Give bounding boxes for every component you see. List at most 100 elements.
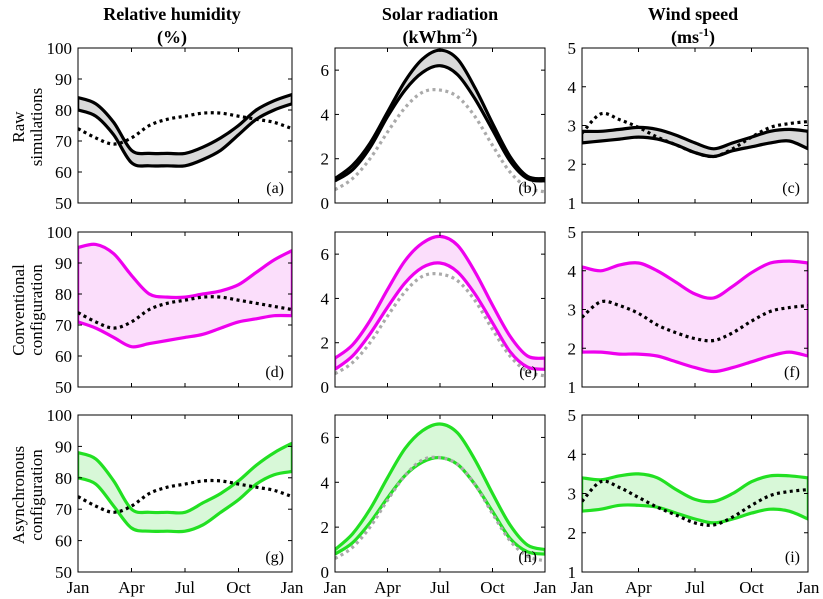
x-tick-label: Jan	[67, 578, 90, 597]
row-label-line1: Asynchronous	[9, 446, 28, 544]
y-tick-label: 90	[55, 437, 72, 456]
panel-label: (g)	[265, 549, 284, 566]
band-lower-line	[582, 135, 808, 159]
band-fill	[582, 473, 808, 523]
y-tick-label: 50	[55, 378, 72, 397]
column-title-1: Relative humidity (%)	[103, 4, 241, 48]
column-title-unit: (kWhm-2)	[402, 25, 477, 48]
y-tick-label: 100	[47, 223, 73, 242]
x-tick-label: Jul	[175, 578, 195, 597]
row-label-line2: configuration	[27, 264, 46, 356]
panel-a: 50 60 70 80 90 100 (a)	[47, 39, 293, 213]
y-tick-label: 50	[55, 194, 72, 213]
panel-label: (a)	[266, 180, 284, 197]
band-lower-line	[78, 313, 292, 349]
x-tick-label: Jan	[534, 578, 557, 597]
y-tick-label: 0	[321, 194, 330, 213]
y-tick-label: 4	[321, 105, 330, 124]
panel-i: 1 2 3 4 5 Jan Apr Jul Oct Jan (i)	[568, 406, 820, 597]
band-upper-line	[335, 234, 545, 360]
panel-c: 1 2 3 4 5 (c)	[568, 39, 809, 213]
panel-label: (h)	[518, 549, 537, 566]
y-tick-label: 2	[568, 155, 577, 174]
row-label-2: Conventional configuration	[9, 264, 46, 356]
x-tick-label: Apr	[118, 578, 145, 597]
band-lower-line	[335, 261, 545, 371]
series-observed	[78, 295, 292, 330]
x-tick-label: Jan	[797, 578, 820, 597]
y-tick-label: 1	[568, 194, 577, 213]
x-tick-label: Oct	[739, 578, 764, 597]
y-tick-label: 60	[55, 163, 72, 182]
series-observed	[335, 455, 545, 563]
panel-g: 50 60 70 80 90 100 Jan Apr Jul Oct Jan (g)	[47, 406, 304, 597]
y-tick-label: 80	[55, 285, 72, 304]
y-tick-label: 50	[55, 563, 72, 582]
band-lower-line	[335, 64, 545, 183]
band-fill	[335, 423, 545, 555]
y-tick-label: 3	[568, 117, 577, 136]
y-tick-label: 4	[568, 262, 577, 281]
band-lower-line	[78, 469, 292, 534]
panel-b: 0 2 4 6 (b)	[321, 47, 546, 213]
band-fill	[78, 443, 292, 532]
column-title-line1: Relative humidity	[103, 4, 241, 24]
band-upper-line	[78, 92, 292, 156]
y-tick-label: 0	[321, 563, 330, 582]
row-label-1: Raw simulations	[9, 88, 46, 166]
y-tick-label: 4	[568, 78, 577, 97]
panel-label: (d)	[265, 364, 284, 381]
y-tick-label: 3	[568, 485, 577, 504]
y-tick-label: 60	[55, 347, 72, 366]
y-tick-label: 2	[321, 518, 330, 537]
y-tick-label: 3	[568, 301, 577, 320]
band-upper-line	[582, 259, 808, 300]
y-tick-label: 5	[568, 406, 577, 425]
y-tick-label: 6	[321, 245, 330, 264]
row-label-line1: Raw	[9, 111, 28, 143]
x-tick-label: Oct	[226, 578, 251, 597]
y-tick-label: 2	[568, 339, 577, 358]
band-upper-line	[78, 441, 292, 515]
y-tick-label: 4	[321, 289, 330, 308]
row-label-line2: configuration	[27, 449, 46, 541]
panel-label: (b)	[518, 180, 537, 197]
column-title-line1: Solar radiation	[382, 4, 498, 24]
band-upper-line	[78, 242, 292, 300]
row-label-line1: Conventional	[9, 264, 28, 356]
series-observed	[78, 478, 292, 514]
panel-label: (f)	[784, 364, 800, 381]
y-tick-label: 6	[321, 428, 330, 447]
x-tick-label: Apr	[625, 578, 652, 597]
panel-e: 0 2 4 6 (e)	[321, 231, 546, 397]
series-observed	[335, 272, 545, 378]
row-label-line2: simulations	[27, 88, 46, 166]
panel-d: 50 60 70 80 90 100 (d)	[47, 223, 293, 397]
y-tick-label: 100	[47, 406, 73, 425]
y-tick-label: 1	[568, 563, 577, 582]
x-tick-label: Jan	[281, 578, 304, 597]
y-tick-label: 4	[321, 473, 330, 492]
band-lower-line	[582, 350, 808, 374]
band-upper-line	[335, 48, 545, 181]
panel-label: (c)	[782, 180, 800, 197]
row-label-3: Asynchronous configuration	[9, 446, 46, 544]
series-observed	[78, 111, 292, 146]
y-tick-label: 2	[321, 334, 330, 353]
panel-h: 0 2 4 6 Jan Apr Jul Oct Jan (h)	[321, 414, 557, 597]
y-tick-label: 2	[568, 524, 577, 543]
y-tick-label: 5	[568, 223, 577, 242]
column-title-3: Wind speed(ms-1)	[648, 4, 738, 48]
column-title-line1: Wind speed	[648, 4, 738, 24]
y-tick-label: 6	[321, 61, 330, 80]
band-lower-line	[582, 503, 808, 525]
series-observed	[335, 88, 545, 194]
y-tick-label: 70	[55, 132, 72, 151]
y-tick-label: 80	[55, 469, 72, 488]
y-tick-label: 5	[568, 39, 577, 58]
series-observed	[582, 299, 808, 343]
band-upper-line	[582, 125, 808, 151]
panel-label: (i)	[785, 549, 800, 566]
x-tick-label: Jan	[571, 578, 594, 597]
